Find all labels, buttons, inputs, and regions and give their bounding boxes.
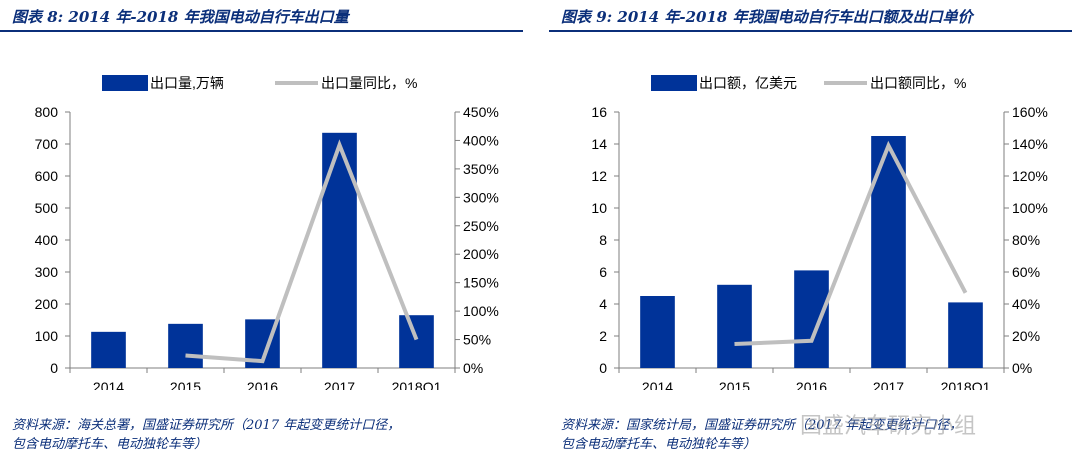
chart-panel-export-value: 图表 9: 2014 年-2018 年我国电动自行车出口额及出口单价 出口额，亿… <box>549 0 1072 468</box>
export-value-chart: 出口额，亿美元 出口额同比，%02468101214160%20%40%60%80… <box>591 75 1048 390</box>
source-line: 资料来源：海关总署，国盛证券研究所（2017 年起变更统计口径， <box>12 418 401 433</box>
right-tick-label: 300% <box>463 189 499 205</box>
export-volume-chart: 出口量,万辆 出口量同比，% 0 100 200 300 400 500 600 700 800 0%… <box>35 75 499 390</box>
legend-bar-swatch <box>102 75 148 91</box>
x-tick-label: 2018Q1 <box>392 379 442 390</box>
right-tick-label: 150% <box>463 275 499 291</box>
bar-2018Q1 <box>399 315 434 368</box>
left-tick-label: 500 <box>35 200 59 216</box>
right-tick-label: 60% <box>1012 264 1040 280</box>
right-tick-label: 100% <box>1012 200 1048 216</box>
x-tick-label: 2017 <box>873 379 904 390</box>
chart-panel-export-volume: 图表 8: 2014 年-2018 年我国电动自行车出口量 出口量,万辆 出口量同… <box>0 0 523 468</box>
left-tick-label: 200 <box>35 296 59 312</box>
right-tick-label: 80% <box>1012 232 1040 248</box>
source-line: 包含电动摩托车、电动独轮车等） <box>561 437 757 452</box>
left-tick-label: 10 <box>591 200 607 216</box>
x-tick-label: 2016 <box>247 379 278 390</box>
right-tick-label: 400% <box>463 132 499 148</box>
left-tick-label: 8 <box>599 232 607 248</box>
right-tick-label: 200% <box>463 246 499 262</box>
right-tick-label: 20% <box>1012 328 1040 344</box>
left-tick-label: 16 <box>591 104 607 120</box>
x-tick-label: 2016 <box>796 379 827 390</box>
x-tick-label: 2014 <box>642 379 673 390</box>
chart-title: 图表 8: 2014 年-2018 年我国电动自行车出口量 <box>12 8 349 26</box>
left-tick-label: 2 <box>599 328 607 344</box>
right-tick-label: 450% <box>463 104 499 120</box>
left-tick-label: 12 <box>591 168 607 184</box>
right-tick-label: 100% <box>463 303 499 319</box>
right-tick-label: 120% <box>1012 168 1048 184</box>
legend-bar-swatch <box>651 75 697 91</box>
legend-line-label: 出口量同比，% <box>321 75 417 91</box>
legend-bar-label: 出口量,万辆 <box>150 75 224 91</box>
chart-title: 图表 9: 2014 年-2018 年我国电动自行车出口额及出口单价 <box>561 8 973 26</box>
left-tick-label: 100 <box>35 328 59 344</box>
left-tick-label: 6 <box>599 264 607 280</box>
source-line: 包含电动摩托车、电动独轮车等） <box>12 437 208 452</box>
right-tick-label: 350% <box>463 161 499 177</box>
left-tick-label: 0 <box>50 360 58 376</box>
left-tick-label: 0 <box>599 360 607 376</box>
title-divider <box>0 30 523 32</box>
right-tick-label: 140% <box>1012 136 1048 152</box>
right-tick-label: 50% <box>463 332 491 348</box>
right-tick-label: 160% <box>1012 104 1048 120</box>
source-line: 资料来源：国家统计局，国盛证券研究所（2017 年起变更统计口径， <box>561 418 963 433</box>
source-note: 资料来源：国家统计局，国盛证券研究所（2017 年起变更统计口径， 包含电动摩托… <box>561 416 962 454</box>
source-note: 资料来源：海关总署，国盛证券研究所（2017 年起变更统计口径， 包含电动摩托车… <box>12 416 400 454</box>
left-tick-label: 300 <box>35 264 59 280</box>
legend-bar-label: 出口额，亿美元 <box>699 75 797 91</box>
bar-2017 <box>322 132 357 368</box>
left-tick-label: 400 <box>35 232 59 248</box>
left-tick-label: 800 <box>35 104 59 120</box>
bar-2014 <box>91 331 126 368</box>
growth-line <box>185 139 419 364</box>
bar-2016 <box>794 270 829 368</box>
title-divider <box>549 30 1072 32</box>
left-tick-label: 4 <box>599 296 607 312</box>
watermark: 国盛汽车研究小组 <box>800 414 977 439</box>
right-tick-label: 40% <box>1012 296 1040 312</box>
growth-line <box>734 140 968 346</box>
left-tick-label: 14 <box>591 136 607 152</box>
left-tick-label: 600 <box>35 168 59 184</box>
x-tick-label: 2014 <box>93 379 124 390</box>
bar-2015 <box>717 284 752 368</box>
x-tick-label: 2017 <box>324 379 355 390</box>
bar-2014 <box>640 296 675 368</box>
x-tick-label: 2015 <box>719 379 750 390</box>
x-tick-label: 2018Q1 <box>941 379 991 390</box>
right-tick-label: 0% <box>1012 360 1032 376</box>
x-tick-label: 2015 <box>170 379 201 390</box>
legend-line-label: 出口额同比，% <box>870 75 966 91</box>
bar-2015 <box>168 323 203 368</box>
bar-2018Q1 <box>948 302 983 368</box>
left-tick-label: 700 <box>35 136 59 152</box>
right-tick-label: 0% <box>463 360 483 376</box>
right-tick-label: 250% <box>463 218 499 234</box>
